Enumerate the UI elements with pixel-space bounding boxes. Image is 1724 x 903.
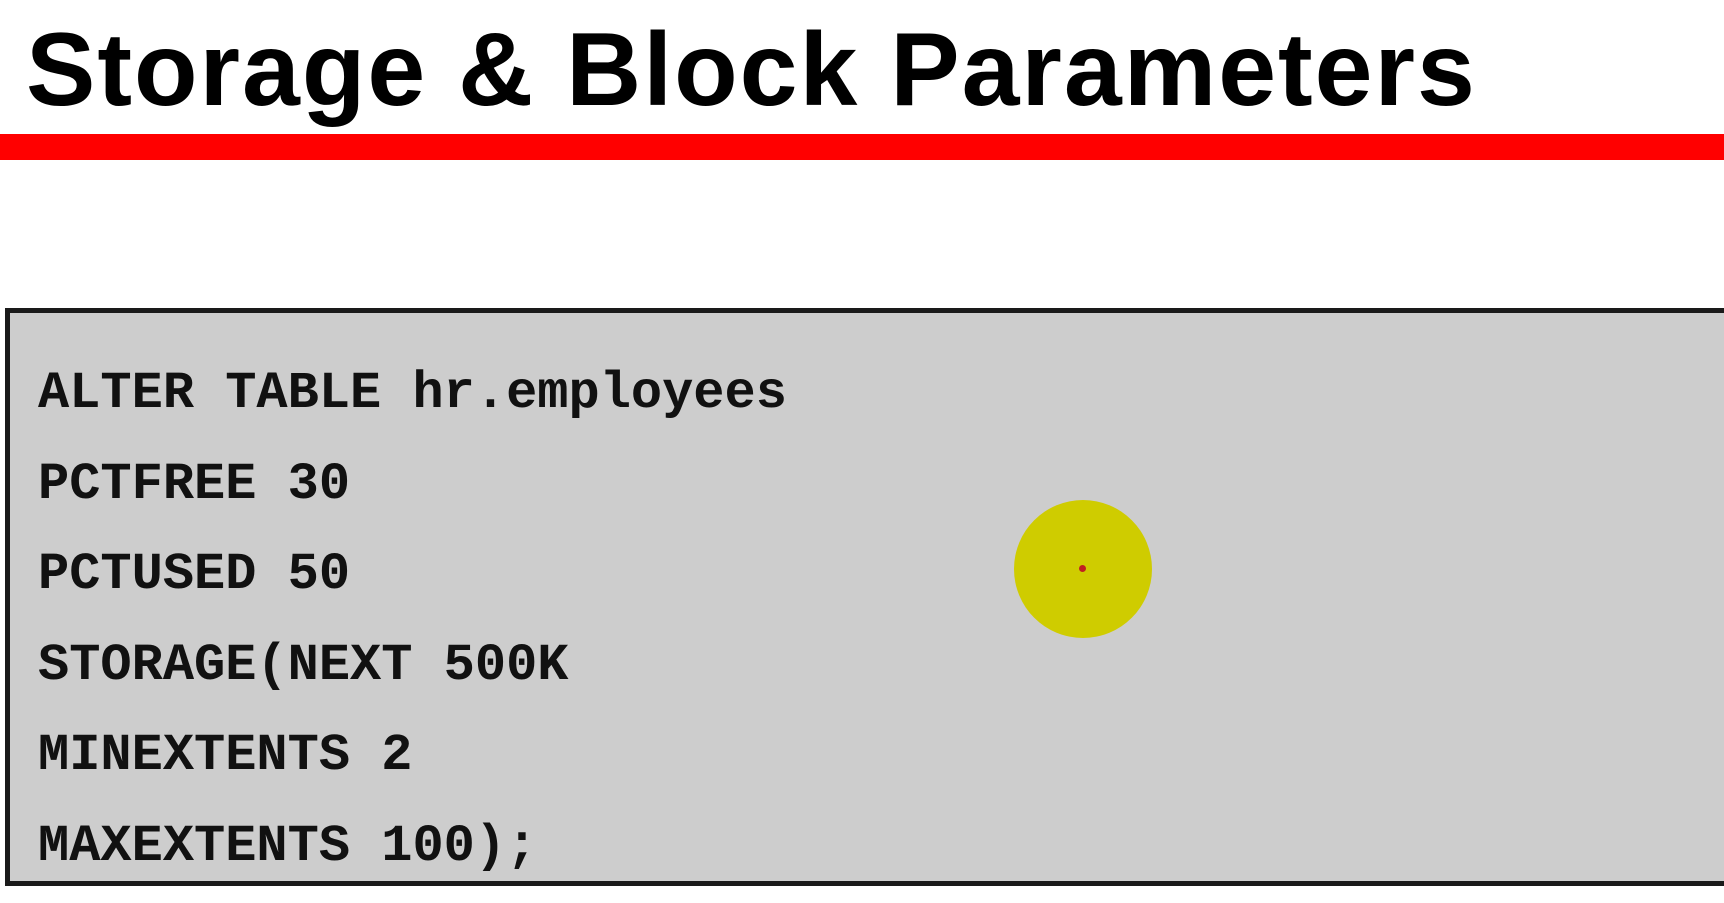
slide-title: Storage & Block Parameters <box>26 12 1477 128</box>
code-lines: ALTER TABLE hr.employees PCTFREE 30 PCTU… <box>38 349 787 892</box>
code-line-alter-table: ALTER TABLE hr.employees <box>38 364 787 423</box>
code-line-storage: STORAGE(NEXT 500K <box>38 635 569 695</box>
code-line-pctfree: PCTFREE 30 <box>38 454 351 514</box>
title-divider <box>0 134 1724 160</box>
code-line-pctused: PCTUSED 50 <box>38 545 351 604</box>
code-line-maxextents: MAXEXTENTS 100); <box>38 816 538 876</box>
code-line-minextents: MINEXTENTS 2 <box>38 726 413 785</box>
code-block: ALTER TABLE hr.employees PCTFREE 30 PCTU… <box>5 308 1724 886</box>
cursor-dot-icon <box>1079 565 1086 572</box>
cursor-highlight-icon <box>1014 500 1152 638</box>
